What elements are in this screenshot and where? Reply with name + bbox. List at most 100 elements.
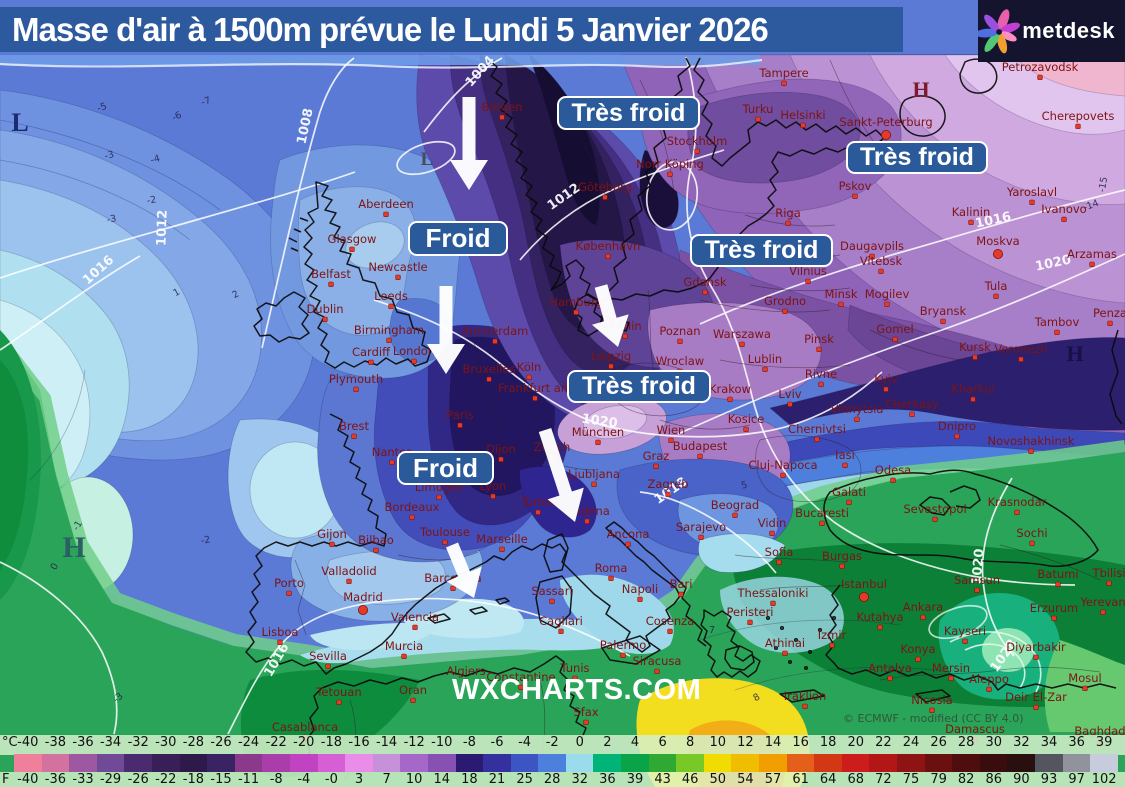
city-label: Budapest — [673, 439, 728, 453]
city-label: Roma — [595, 561, 628, 575]
city-marker: Roma — [595, 561, 628, 581]
celsius-tick: -28 — [182, 735, 204, 750]
city-marker: Petrozavodsk — [1002, 60, 1079, 80]
city-marker: Sarajevo — [676, 520, 726, 540]
city-dot — [329, 541, 335, 547]
city-marker: Algiers — [446, 664, 486, 684]
city-marker: Voronezh — [994, 342, 1048, 362]
fahrenheit-tick: 82 — [957, 772, 975, 787]
fahrenheit-tick: -36 — [44, 772, 66, 787]
city-dot — [743, 426, 749, 432]
fahrenheit-tick: 10 — [405, 772, 423, 787]
city-label: Sevastopol — [903, 502, 966, 516]
city-marker: Konya — [900, 642, 936, 662]
city-marker: Bilbao — [358, 533, 394, 553]
city-label: Ljubljana — [568, 467, 620, 481]
colorbar-cell — [1034, 754, 1063, 772]
city-dot — [653, 463, 659, 469]
city-marker: Novoshakhinsk — [988, 434, 1075, 454]
city-dot — [890, 477, 896, 483]
city-marker: Krakow — [709, 382, 751, 402]
city-dot — [409, 514, 415, 520]
city-marker: Siracusa — [633, 654, 681, 674]
city-marker: København — [576, 239, 640, 259]
metdesk-logo: metdesk — [978, 0, 1125, 62]
city-dot — [1028, 448, 1034, 454]
city-marker: Plymouth — [329, 372, 383, 392]
city-marker: Athinai — [765, 636, 805, 656]
colorbar-cell — [69, 754, 97, 772]
city-dot — [602, 194, 608, 200]
city-label: Tula — [984, 279, 1008, 293]
fahrenheit-tick: 79 — [930, 772, 947, 787]
city-marker: Sevastopol — [903, 502, 967, 522]
air-mass-label-box: Froid — [397, 451, 494, 485]
contour-value-label: -2 — [200, 534, 211, 546]
city-marker: Tbilisi — [1091, 566, 1125, 586]
city-marker: Dijon — [486, 442, 516, 462]
city-label: Wien — [657, 423, 686, 437]
celsius-tick: 36 — [1068, 735, 1085, 750]
celsius-tick: 2 — [603, 735, 612, 750]
city-dot — [968, 219, 974, 225]
city-dot — [346, 578, 352, 584]
city-label: Galati — [832, 485, 866, 499]
celsius-tick: -18 — [320, 735, 342, 750]
fahrenheit-tick: 43 — [654, 772, 671, 787]
city-dot — [839, 563, 845, 569]
city-label: Constantine — [486, 670, 555, 684]
city-marker: Cluj-Napoca — [748, 458, 818, 478]
celsius-tick: 22 — [875, 735, 892, 750]
colorbar-cell — [455, 754, 484, 772]
fahrenheit-tick: 54 — [737, 772, 754, 787]
city-marker: Madrid — [343, 590, 383, 616]
city-marker: Kalinin — [952, 205, 990, 225]
city-label: Riga — [775, 206, 801, 220]
contour-value-label: 0 — [49, 561, 62, 572]
isobar-pressure-label: 1008 — [294, 107, 316, 146]
city-label: Tunis — [559, 661, 589, 675]
celsius-tick: 10 — [709, 735, 727, 750]
city-dot — [732, 512, 738, 518]
city-marker: Brest — [339, 419, 369, 439]
air-mass-label-box: Très froid — [690, 234, 833, 267]
temperature-colorbar — [14, 754, 1118, 772]
city-label: Aberdeen — [358, 197, 414, 211]
city-marker: Paris — [446, 408, 474, 428]
city-dot — [929, 707, 935, 713]
city-marker: Galati — [832, 485, 866, 505]
city-marker: Bordeaux — [385, 500, 440, 520]
city-marker: Marseille — [476, 532, 528, 552]
colorbar-cell — [262, 754, 290, 772]
scale-fahrenheit-row: F -40 -36 -33 -29 -26 -22 -18 -15 -11 -8 -4 -0 3 7 10 1… — [0, 772, 1125, 787]
city-marker: Arzamas — [1067, 247, 1117, 267]
city-marker: Burgas — [822, 549, 862, 569]
isobar-pressure-label: 1020 — [1034, 252, 1073, 274]
city-label: Cosenza — [646, 614, 695, 628]
metdesk-star-icon — [978, 9, 1020, 54]
city-label: Sevilla — [309, 649, 347, 663]
celsius-tick: 14 — [764, 735, 782, 750]
celsius-tick: 16 — [792, 735, 809, 750]
city-marker: Murcia — [385, 639, 423, 659]
city-label: Köln — [517, 360, 542, 374]
city-dot — [549, 598, 555, 604]
flow-arrow — [446, 542, 482, 598]
fahrenheit-tick: 93 — [1040, 772, 1058, 787]
city-dot — [954, 433, 960, 439]
city-dot — [909, 411, 915, 417]
isobar-pressure-label: 1012 — [154, 210, 170, 247]
city-label: Sofia — [765, 545, 794, 559]
celsius-tick: 32 — [1013, 735, 1030, 750]
city-dot — [970, 396, 976, 402]
contour-value-label: -2 — [146, 194, 157, 206]
city-marker: Graz — [643, 449, 669, 469]
city-dot — [277, 639, 283, 645]
city-marker: Birmingham — [354, 323, 424, 343]
city-dot — [486, 376, 492, 382]
colorbar-cell — [427, 754, 456, 772]
city-label: Oran — [399, 683, 427, 697]
city-label: Cherkasy — [885, 397, 939, 411]
colorbar-cell — [1007, 754, 1035, 772]
city-marker: Ancona — [607, 527, 649, 547]
